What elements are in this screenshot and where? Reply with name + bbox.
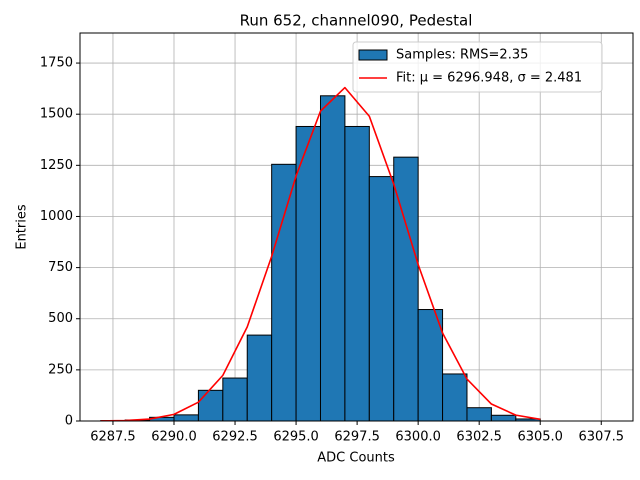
chart-title: Run 652, channel090, Pedestal [240,12,473,30]
y-axis-label: Entries [15,204,30,250]
bar [295,125,321,421]
x-tick-label: 6297.5 [334,430,380,445]
x-tick-label: 6302.5 [456,430,502,445]
x-tick-label: 6307.5 [579,430,625,445]
bar [319,95,346,421]
bar [466,407,492,421]
legend-box [352,41,603,93]
bar [246,334,273,421]
bar [368,176,395,421]
bar [344,125,370,421]
plot-frame [79,32,634,422]
x-tick-label: 6292.5 [212,430,258,445]
x-tick-label: 6290.0 [151,430,197,445]
x-tick-label: 6287.5 [90,430,136,445]
bar [173,414,199,421]
legend-swatch [358,49,388,61]
x-tick-label: 6305.0 [517,430,563,445]
bar [442,373,468,421]
bar [490,414,517,421]
bar [271,163,297,421]
bar [393,156,419,421]
y-tick-label: 1750 [40,56,73,71]
y-tick-label: 750 [48,260,73,275]
x-axis-label: ADC Counts [317,451,395,466]
y-tick-label: 1500 [40,107,73,122]
x-tick-label: 6300.0 [395,430,441,445]
fit-line [100,86,541,421]
bar [417,309,444,421]
y-tick-label: 0 [65,414,73,429]
x-tick-label: 6295.0 [273,430,319,445]
legend-label: Samples: RMS=2.35 [396,48,528,63]
y-tick-label: 1000 [40,209,73,224]
legend-label: Fit: μ = 6296.948, σ = 2.481 [396,71,582,86]
bar [222,377,248,421]
y-tick-label: 250 [48,362,73,377]
y-tick-label: 500 [48,311,73,326]
bar [197,389,224,421]
y-tick-label: 1250 [40,158,73,173]
